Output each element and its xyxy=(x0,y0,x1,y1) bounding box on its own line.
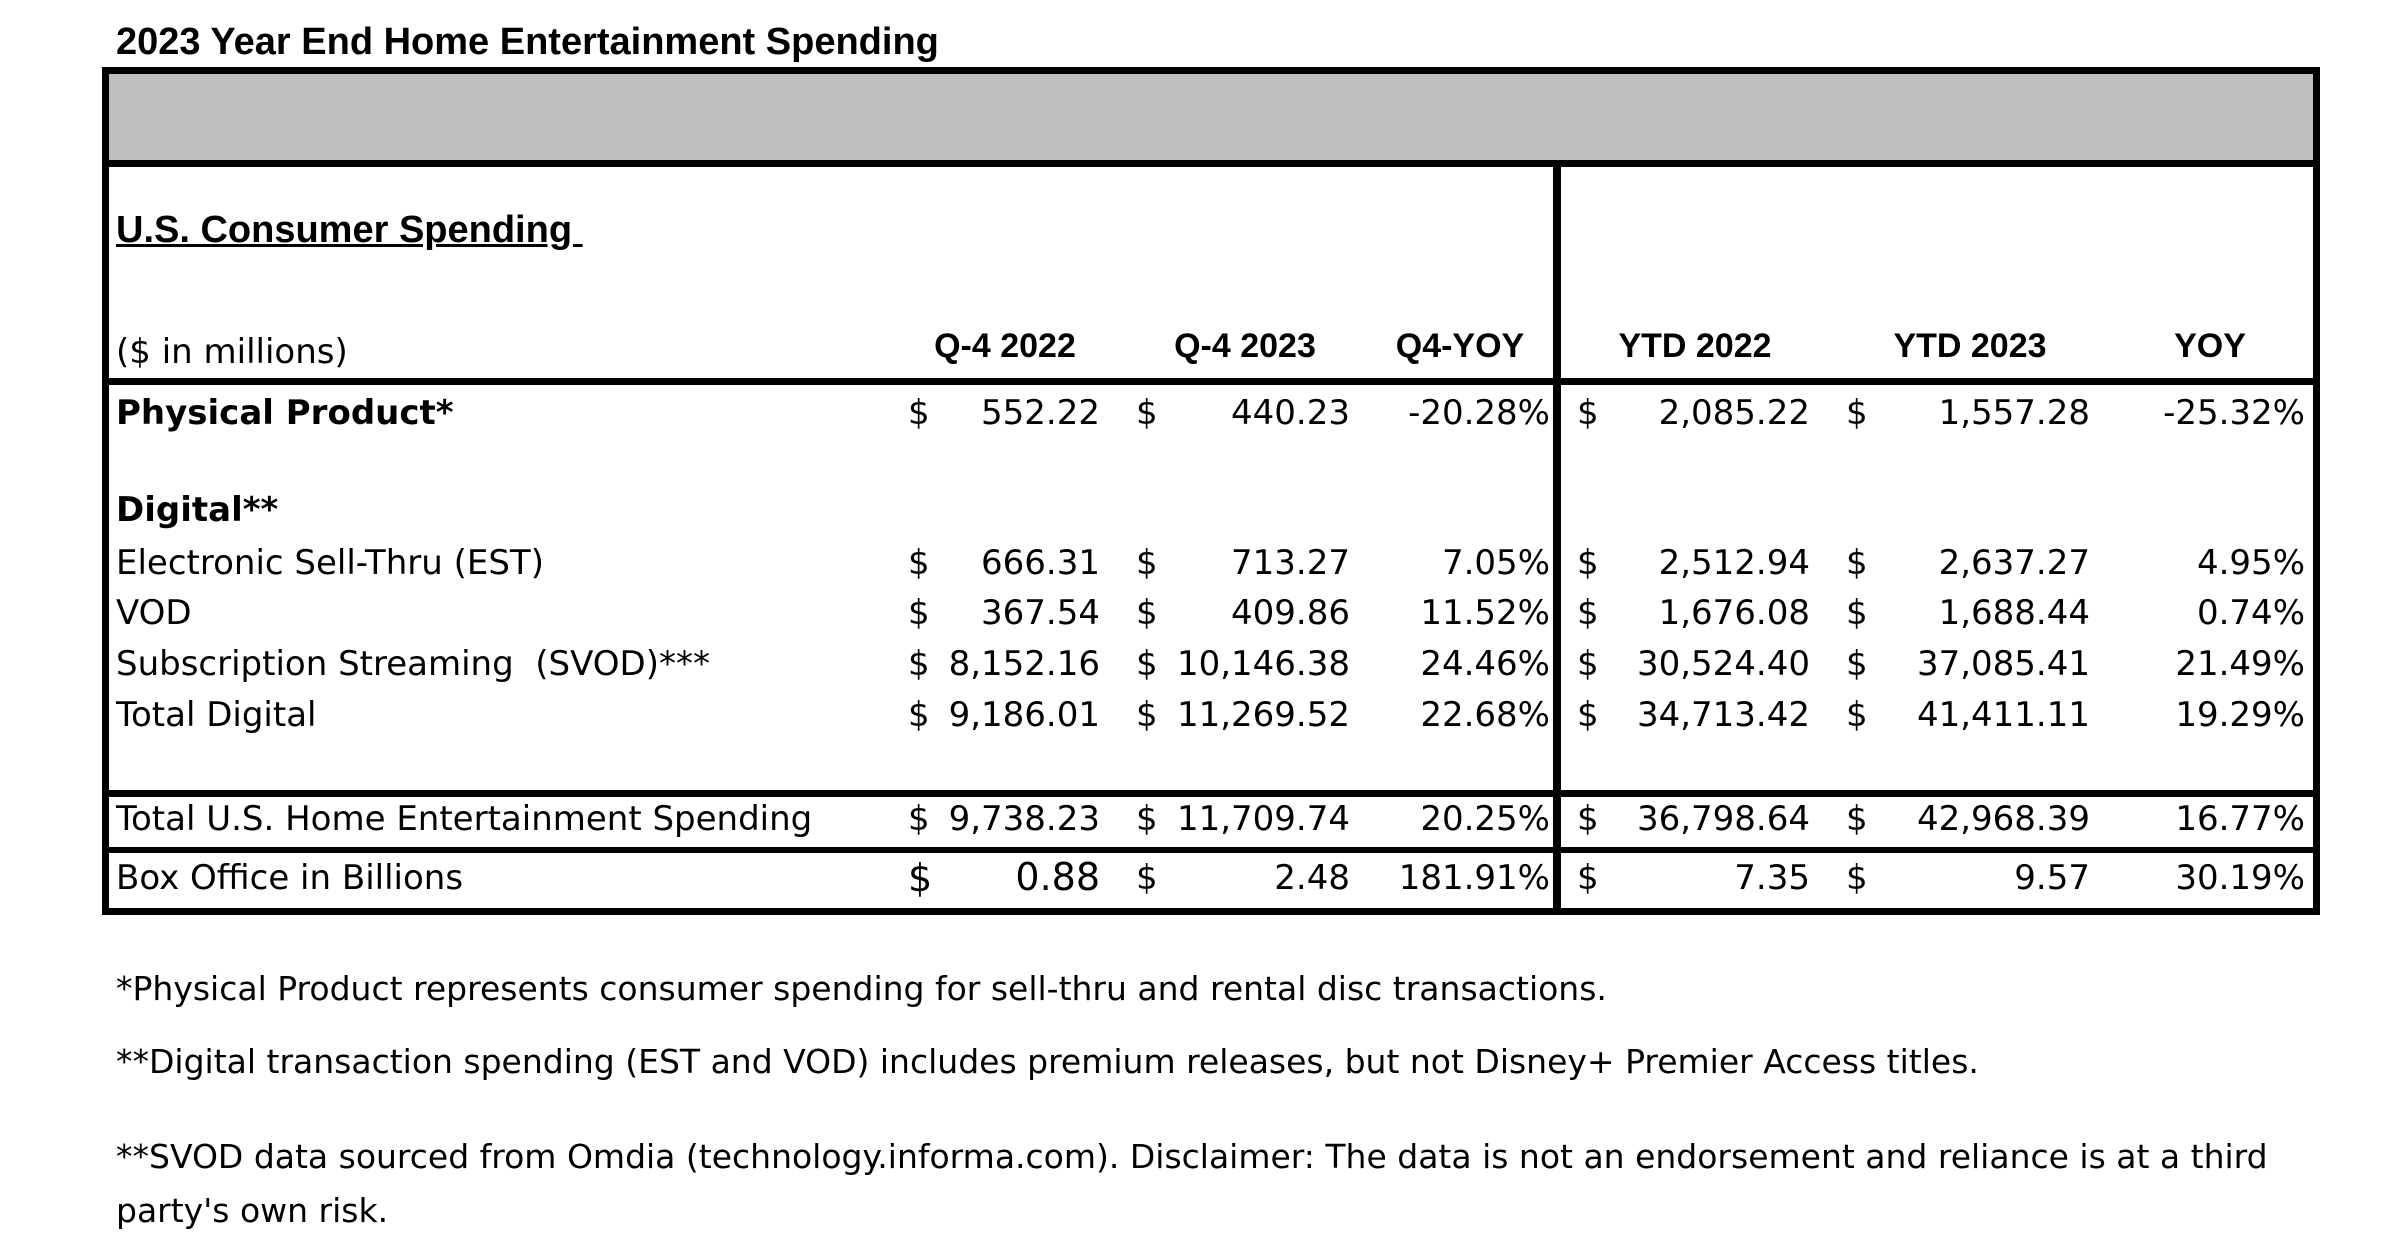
cell-q4-2022: 552.22 xyxy=(981,393,1100,433)
currency-sign: $ xyxy=(1577,695,1599,735)
row-label: Total U.S. Home Entertainment Spending xyxy=(116,799,813,839)
currency-sign: $ xyxy=(1136,644,1158,684)
cell-q4-2022: 367.54 xyxy=(981,593,1100,633)
cell-yoy: 19.29% xyxy=(2175,695,2305,735)
currency-sign: $ xyxy=(1577,543,1599,583)
currency-sign: $ xyxy=(908,393,930,433)
gray-header-band xyxy=(102,67,2320,167)
cell-q4-2023: 11,709.74 xyxy=(1176,799,1350,839)
col-header-q4-2022: Q-4 2022 xyxy=(934,327,1076,365)
column-divider xyxy=(1553,160,1561,915)
cell-q4-yoy: 11.52% xyxy=(1420,593,1550,633)
total-top-rule xyxy=(102,790,2320,797)
currency-sign: $ xyxy=(1577,644,1599,684)
cell-q4-yoy: 181.91% xyxy=(1398,858,1550,898)
currency-sign: $ xyxy=(1577,593,1599,633)
cell-ytd-2023: 42,968.39 xyxy=(1916,799,2090,839)
cell-ytd-2022: 2,085.22 xyxy=(1658,393,1810,433)
cell-q4-yoy: 24.46% xyxy=(1420,644,1550,684)
cell-ytd-2023: 37,085.41 xyxy=(1916,644,2090,684)
currency-sign: $ xyxy=(908,543,930,583)
cell-ytd-2022: 34,713.42 xyxy=(1636,695,1810,735)
currency-sign: $ xyxy=(1136,799,1158,839)
currency-sign: $ xyxy=(1577,858,1599,898)
cell-q4-yoy: 22.68% xyxy=(1420,695,1550,735)
header-rule xyxy=(102,378,2320,385)
currency-sign: $ xyxy=(1136,543,1158,583)
cell-q4-2023: 409.86 xyxy=(1231,593,1350,633)
cell-q4-yoy: 7.05% xyxy=(1441,543,1550,583)
cell-yoy: 21.49% xyxy=(2175,644,2305,684)
currency-sign: $ xyxy=(1577,799,1599,839)
cell-q4-2023: 2.48 xyxy=(1274,858,1350,898)
currency-sign: $ xyxy=(1577,393,1599,433)
currency-sign: $ xyxy=(908,799,930,839)
currency-sign: $ xyxy=(1136,593,1158,633)
currency-sign: $ xyxy=(908,856,933,900)
cell-ytd-2022: 30,524.40 xyxy=(1636,644,1810,684)
row-label: Electronic Sell-Thru (EST) xyxy=(116,543,544,583)
col-header-yoy: YOY xyxy=(2174,327,2246,365)
cell-q4-2022: 8,152.16 xyxy=(948,644,1100,684)
cell-q4-2023: 10,146.38 xyxy=(1176,644,1350,684)
section-heading: U.S. Consumer Spending xyxy=(116,209,583,251)
currency-sign: $ xyxy=(1846,858,1868,898)
cell-yoy: -25.32% xyxy=(2163,393,2305,433)
table-body-box xyxy=(102,160,2320,915)
footnote-physical: *Physical Product represents consumer sp… xyxy=(116,969,1607,1008)
row-group-heading: Digital** xyxy=(116,490,279,530)
cell-ytd-2023: 2,637.27 xyxy=(1938,543,2090,583)
currency-sign: $ xyxy=(1846,593,1868,633)
cell-q4-yoy: 20.25% xyxy=(1420,799,1550,839)
col-header-q4-yoy: Q4-YOY xyxy=(1395,327,1525,365)
currency-sign: $ xyxy=(1136,858,1158,898)
cell-q4-2023: 440.23 xyxy=(1231,393,1350,433)
footnote-svod: **SVOD data sourced from Omdia (technolo… xyxy=(116,1137,2268,1230)
cell-q4-yoy: -20.28% xyxy=(1408,393,1550,433)
cell-yoy: 16.77% xyxy=(2175,799,2305,839)
cell-ytd-2023: 1,688.44 xyxy=(1938,593,2090,633)
cell-yoy: 30.19% xyxy=(2175,858,2305,898)
page-title: 2023 Year End Home Entertainment Spendin… xyxy=(116,21,939,63)
cell-ytd-2022: 2,512.94 xyxy=(1658,543,1810,583)
cell-ytd-2023: 9.57 xyxy=(2014,858,2090,898)
currency-sign: $ xyxy=(1136,393,1158,433)
row-label: Total Digital xyxy=(116,695,317,735)
cell-yoy: 4.95% xyxy=(2196,543,2305,583)
currency-sign: $ xyxy=(1846,543,1868,583)
currency-sign: $ xyxy=(908,593,930,633)
currency-sign: $ xyxy=(1846,393,1868,433)
cell-yoy: 0.74% xyxy=(2196,593,2305,633)
spending-table-frame xyxy=(102,67,2320,915)
cell-ytd-2022: 36,798.64 xyxy=(1636,799,1810,839)
cell-ytd-2023: 41,411.11 xyxy=(1916,695,2090,735)
currency-sign: $ xyxy=(908,695,930,735)
currency-sign: $ xyxy=(1846,695,1868,735)
currency-sign: $ xyxy=(1846,644,1868,684)
footnote-digital: **Digital transaction spending (EST and … xyxy=(116,1042,1979,1081)
row-label: Subscription Streaming (SVOD)*** xyxy=(116,644,710,684)
cell-q4-2023: 11,269.52 xyxy=(1176,695,1350,735)
units-label: ($ in millions) xyxy=(116,332,348,372)
col-header-q4-2023: Q-4 2023 xyxy=(1174,327,1316,365)
cell-ytd-2022: 7.35 xyxy=(1734,858,1810,898)
cell-ytd-2023: 1,557.28 xyxy=(1938,393,2090,433)
cell-q4-2022: 666.31 xyxy=(981,543,1100,583)
cell-q4-2022: 0.88 xyxy=(1015,855,1100,899)
cell-q4-2022: 9,186.01 xyxy=(948,695,1100,735)
col-header-ytd-2022: YTD 2022 xyxy=(1618,327,1772,365)
cell-ytd-2022: 1,676.08 xyxy=(1658,593,1810,633)
col-header-ytd-2023: YTD 2023 xyxy=(1893,327,2047,365)
currency-sign: $ xyxy=(1136,695,1158,735)
row-label: Physical Product* xyxy=(116,393,454,433)
currency-sign: $ xyxy=(908,644,930,684)
row-label: VOD xyxy=(116,593,192,633)
currency-sign: $ xyxy=(1846,799,1868,839)
row-label: Box Office in Billions xyxy=(116,858,464,898)
cell-q4-2023: 713.27 xyxy=(1231,543,1350,583)
cell-q4-2022: 9,738.23 xyxy=(948,799,1100,839)
total-bottom-rule xyxy=(102,847,2320,853)
